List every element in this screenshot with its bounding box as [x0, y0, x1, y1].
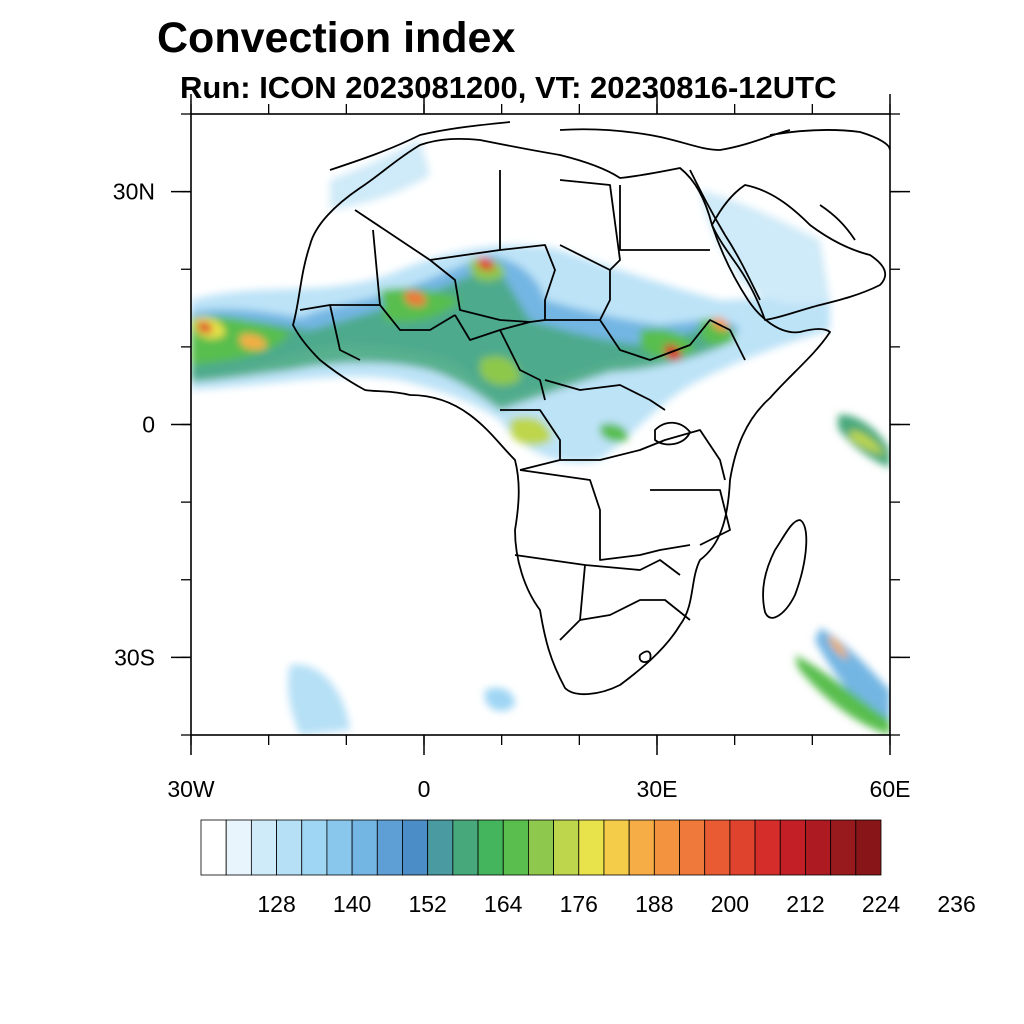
- longitude-axis: 30W 0 30E 60E: [167, 94, 910, 802]
- colorbar-label: 188: [635, 891, 673, 917]
- colorbar-swatch: [628, 819, 655, 876]
- chart-title: Convection index: [157, 14, 516, 62]
- colorbar-swatch: [351, 819, 378, 876]
- colorbar-swatch: [830, 819, 857, 876]
- colorbar-label: 128: [257, 891, 295, 917]
- colorbar-label: 140: [333, 891, 371, 917]
- colorbar-swatch: [427, 819, 454, 876]
- colorbar-swatch: [528, 819, 554, 876]
- colorbar-swatch: [301, 819, 328, 876]
- colorbar-swatch: [704, 819, 731, 876]
- convection-field: [191, 140, 890, 735]
- colorbar-swatch: [754, 819, 781, 876]
- lon-tick-label: 60E: [870, 776, 911, 802]
- colorbar-swatch: [779, 819, 806, 876]
- colorbar-swatch: [855, 819, 882, 876]
- colorbar-label: 224: [862, 891, 901, 917]
- colorbar-swatch: [477, 819, 504, 876]
- colorbar-swatch: [376, 819, 403, 876]
- colorbar-label: 236: [937, 891, 975, 917]
- colorbar-swatch: [553, 819, 580, 876]
- colorbar-swatch: [402, 819, 429, 876]
- colorbar: [200, 819, 882, 876]
- colorbar-swatch: [603, 819, 630, 876]
- colorbar-swatch: [452, 819, 479, 876]
- colorbar-swatch: [805, 819, 832, 876]
- colorbar-swatch: [679, 819, 706, 876]
- colorbar-label: 176: [560, 891, 598, 917]
- chart-subtitle: Run: ICON 2023081200, VT: 20230816-12UTC: [180, 70, 837, 105]
- latitude-axis: 30N 0 30S: [113, 179, 910, 670]
- colorbar-labels: 128 140 152 164 176 188 200 212 224 236: [257, 891, 975, 917]
- colorbar-swatch: [578, 819, 605, 876]
- lon-tick-label: 0: [418, 776, 431, 802]
- colorbar-label: 164: [484, 891, 523, 917]
- lat-tick-label: 0: [142, 412, 155, 438]
- coastlines: [292, 121, 890, 695]
- lon-tick-label: 30W: [167, 776, 215, 802]
- colorbar-label: 212: [786, 891, 824, 917]
- lon-tick-label: 30E: [637, 776, 678, 802]
- colorbar-label: 152: [408, 891, 446, 917]
- colorbar-swatch: [326, 819, 353, 876]
- colorbar-swatch: [729, 819, 756, 876]
- colorbar-label: 200: [711, 891, 749, 917]
- lat-tick-label: 30N: [113, 179, 155, 205]
- colorbar-swatch: [250, 819, 277, 876]
- colorbar-swatch: [653, 819, 680, 876]
- colorbar-swatch: [502, 819, 529, 876]
- colorbar-swatch: [276, 819, 303, 876]
- colorbar-swatch: [200, 819, 227, 876]
- lat-tick-label: 30S: [114, 644, 155, 670]
- colorbar-swatch: [225, 819, 252, 876]
